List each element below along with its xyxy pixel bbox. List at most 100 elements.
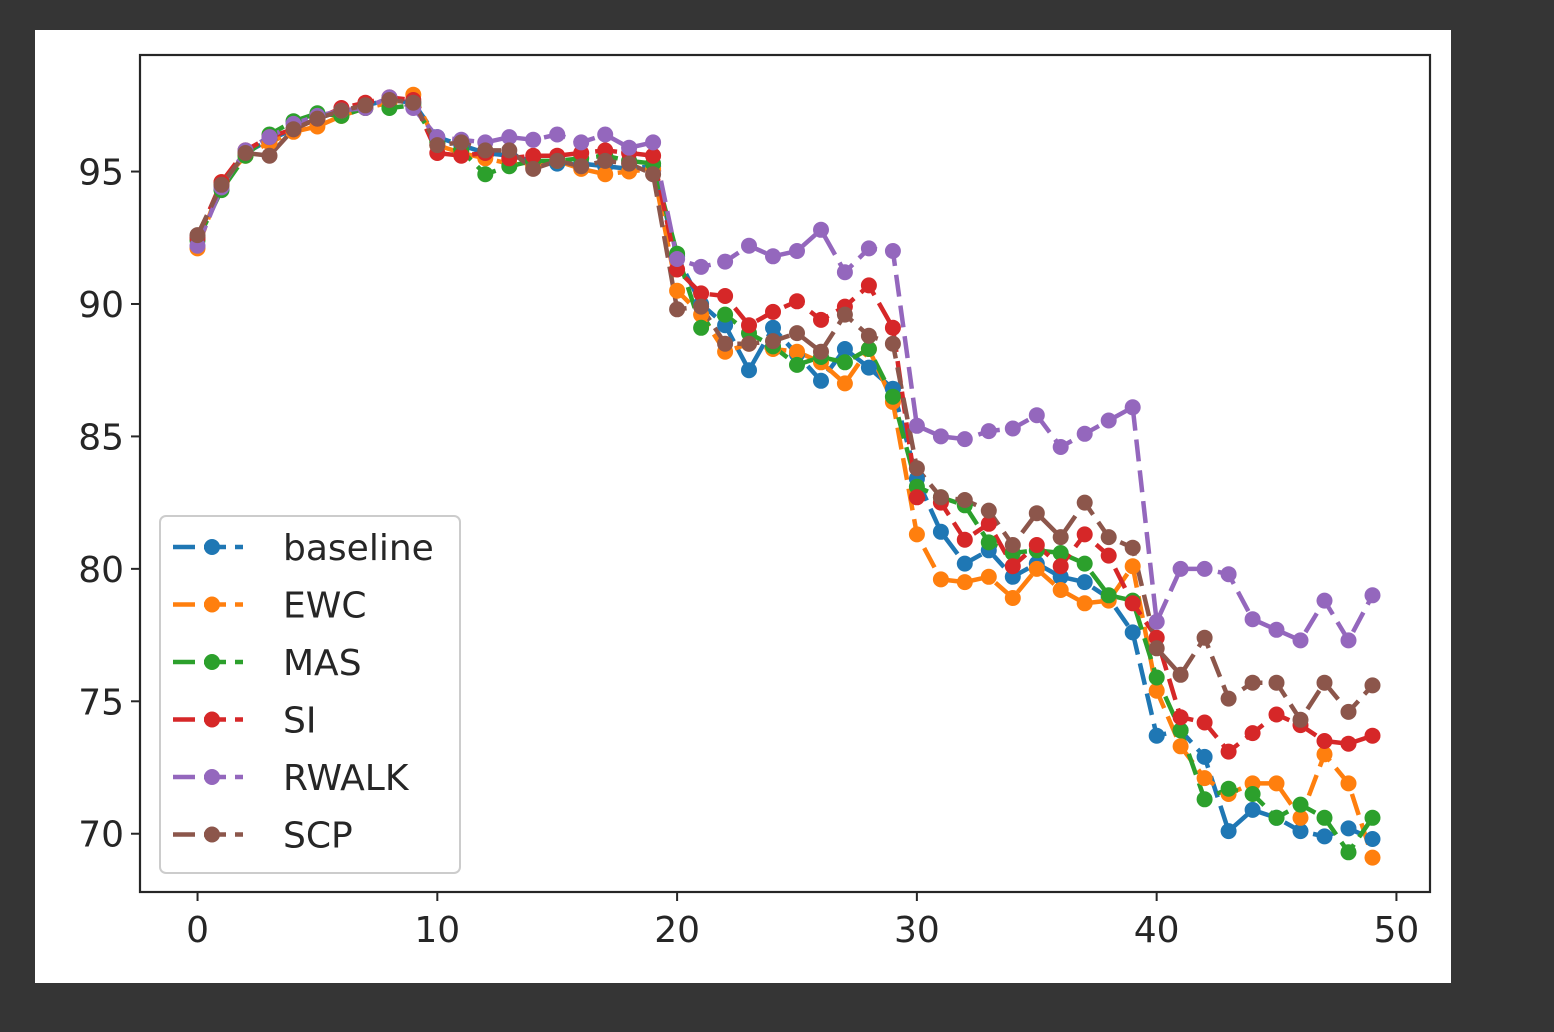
data-point-rwalk <box>1124 399 1141 416</box>
data-point-scp <box>980 502 997 519</box>
data-point-scp <box>813 343 829 360</box>
data-point-mas <box>1220 780 1237 797</box>
data-point-ewc <box>1340 775 1357 792</box>
data-point-rwalk <box>884 243 901 259</box>
data-point-si <box>1364 727 1381 744</box>
data-point-si <box>645 147 662 164</box>
data-point-si <box>1172 709 1189 726</box>
data-point-baseline <box>1220 823 1237 840</box>
data-point-scp <box>285 121 302 138</box>
data-point-scp <box>525 160 542 177</box>
data-point-scp <box>836 306 853 323</box>
data-point-scp <box>189 227 206 244</box>
data-point-rwalk <box>860 240 877 257</box>
data-point-ewc <box>669 282 686 299</box>
data-point-rwalk <box>573 134 590 151</box>
data-point-rwalk <box>980 423 997 440</box>
data-point-rwalk <box>597 126 614 143</box>
y-tick-label: 85 <box>78 417 124 458</box>
data-point-rwalk <box>765 248 781 265</box>
y-tick-label: 75 <box>78 682 124 723</box>
data-point-baseline <box>813 372 829 389</box>
data-point-mas <box>884 388 901 405</box>
y-tick-label: 90 <box>78 285 124 326</box>
legend-marker-si <box>204 711 220 728</box>
data-point-rwalk <box>1316 592 1333 609</box>
data-point-ewc <box>1052 582 1069 598</box>
data-point-mas <box>717 306 734 323</box>
data-point-mas <box>1076 555 1093 572</box>
data-point-scp <box>1268 674 1285 691</box>
data-point-scp <box>309 110 326 127</box>
data-point-ewc <box>1292 809 1309 826</box>
data-point-ewc <box>1124 558 1141 575</box>
x-tick-label: 30 <box>894 910 940 951</box>
legend-label-baseline: baseline <box>283 528 434 569</box>
data-point-mas <box>789 356 805 373</box>
data-point-rwalk <box>693 258 710 275</box>
data-point-rwalk <box>789 243 805 259</box>
data-point-mas <box>1244 786 1261 802</box>
data-point-scp <box>884 335 901 352</box>
data-point-scp <box>405 94 422 111</box>
data-point-ewc <box>1148 682 1165 699</box>
data-point-scp <box>357 97 374 114</box>
y-tick-label: 80 <box>78 550 124 591</box>
data-point-si <box>1052 558 1069 575</box>
legend-marker-ewc <box>204 596 220 613</box>
data-point-scp <box>621 155 638 172</box>
legend-marker-baseline <box>204 539 220 555</box>
data-point-rwalk <box>908 417 925 434</box>
data-point-rwalk <box>741 237 757 254</box>
legend-label-rwalk: RWALK <box>283 758 410 799</box>
data-point-scp <box>1052 529 1069 546</box>
data-point-scp <box>1100 529 1117 546</box>
data-point-baseline <box>956 555 973 572</box>
legend-label-si: SI <box>283 701 316 742</box>
data-point-si <box>1004 558 1021 575</box>
data-point-scp <box>860 327 877 344</box>
data-point-rwalk <box>1100 412 1117 429</box>
data-point-ewc <box>597 166 614 183</box>
data-point-si <box>1244 725 1261 742</box>
data-point-scp <box>453 134 470 151</box>
data-point-rwalk <box>1220 566 1237 583</box>
data-point-si <box>741 317 757 334</box>
data-point-baseline <box>1244 801 1261 818</box>
data-point-baseline <box>1340 820 1357 837</box>
data-point-si <box>765 303 781 320</box>
data-point-scp <box>1292 711 1309 728</box>
data-point-si <box>1124 595 1141 612</box>
data-point-ewc <box>932 571 949 588</box>
data-point-scp <box>908 460 925 477</box>
data-point-si <box>453 147 470 164</box>
x-tick-label: 0 <box>186 910 209 951</box>
data-point-baseline <box>1124 624 1141 641</box>
data-point-baseline <box>1076 574 1093 591</box>
data-point-ewc <box>1196 770 1213 787</box>
data-point-rwalk <box>645 134 662 151</box>
data-point-scp <box>381 92 398 108</box>
data-point-rwalk <box>1028 407 1045 424</box>
data-point-scp <box>1340 703 1357 720</box>
data-point-mas <box>1340 844 1357 861</box>
data-point-rwalk <box>1268 621 1285 638</box>
plot-area-frame <box>138 53 1432 894</box>
data-point-si <box>789 293 805 310</box>
data-point-rwalk <box>549 126 566 143</box>
data-point-baseline <box>860 359 877 376</box>
data-point-scp <box>237 145 254 161</box>
x-tick-label: 20 <box>654 910 700 951</box>
data-point-mas <box>1364 809 1381 826</box>
line-chart: 0 10 20 30 40 50 70 75 80 85 90 95 baseline EWC MAS S… <box>78 53 1432 951</box>
data-point-si <box>1196 714 1213 731</box>
legend-marker-mas <box>204 654 220 670</box>
data-point-scp <box>1004 537 1021 553</box>
data-point-scp <box>765 333 781 350</box>
data-point-mas <box>1316 809 1333 826</box>
data-point-scp <box>645 166 662 183</box>
data-point-mas <box>860 341 877 357</box>
data-point-rwalk <box>525 131 542 148</box>
data-point-rwalk <box>836 264 853 281</box>
data-point-scp <box>1028 505 1045 522</box>
